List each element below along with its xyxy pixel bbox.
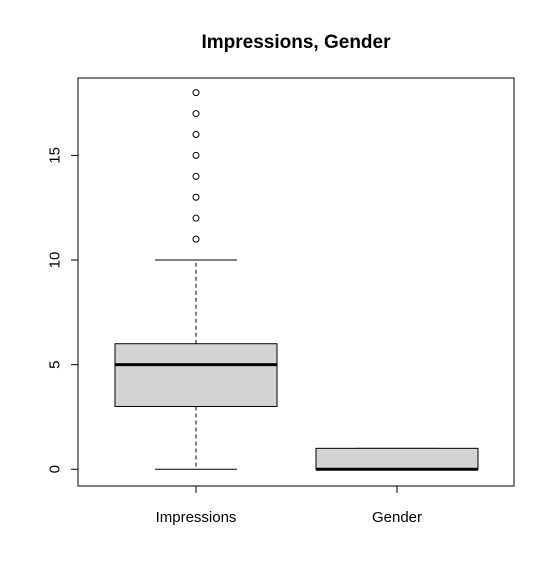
box-group <box>114 89 278 470</box>
y-tick-label: 5 <box>47 360 64 368</box>
outlier-point <box>192 89 200 97</box>
x-axis: Impressions Gender <box>156 486 422 526</box>
plot-frame <box>77 77 515 487</box>
x-tick-label: Impressions <box>156 509 237 526</box>
outlier-point <box>192 235 200 243</box>
x-tick-label: Gender <box>372 509 422 526</box>
iqr-box <box>114 343 278 407</box>
box-group <box>315 447 479 471</box>
outlier-point <box>192 193 200 201</box>
outlier-point <box>192 151 200 159</box>
outlier-point <box>192 214 200 222</box>
y-axis: 0 5 10 15 <box>47 147 78 473</box>
outlier-point <box>192 172 200 180</box>
y-tick-label: 15 <box>47 147 64 164</box>
y-tick-label: 0 <box>47 465 64 473</box>
boxes-layer <box>114 89 479 471</box>
outlier-point <box>192 110 200 118</box>
plot-frame-layer <box>77 77 515 487</box>
outlier-point <box>192 130 200 138</box>
y-tick-label: 10 <box>47 252 64 269</box>
iqr-box <box>315 447 479 470</box>
chart-title: Impressions, Gender <box>201 32 391 53</box>
